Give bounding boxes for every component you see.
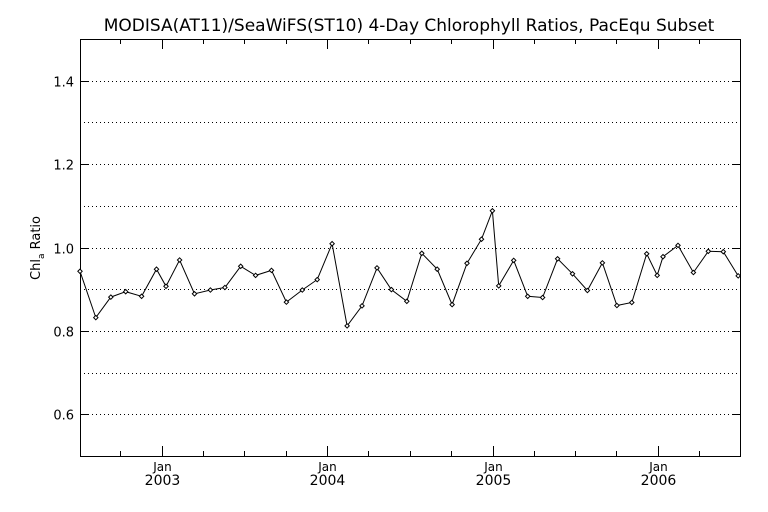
data-point-45 xyxy=(720,248,727,255)
data-point-20 xyxy=(374,264,380,271)
x-tick-year-label: 2006 xyxy=(641,473,677,489)
y-axis-label-subscript: a xyxy=(37,254,47,260)
data-point-0 xyxy=(77,268,83,275)
y-tick-label: 0.8 xyxy=(53,326,74,341)
data-point-16 xyxy=(314,276,321,283)
data-point-2 xyxy=(107,294,114,301)
data-point-12 xyxy=(252,272,259,279)
data-point-26 xyxy=(464,260,470,267)
x-tick-month-label: Jan xyxy=(152,460,172,474)
x-tick-month-label: Jan xyxy=(483,460,503,474)
data-point-6 xyxy=(163,283,169,290)
data-point-22 xyxy=(403,298,410,305)
data-point-25 xyxy=(449,301,456,308)
grid-layer xyxy=(80,81,740,415)
plot-frame xyxy=(80,39,741,457)
x-tick-year-label: 2005 xyxy=(476,473,512,489)
data-point-28 xyxy=(489,207,496,214)
data-point-15 xyxy=(299,287,306,293)
data-point-13 xyxy=(268,267,275,274)
data-point-46 xyxy=(735,272,742,279)
data-point-10 xyxy=(221,284,228,291)
data-point-44 xyxy=(705,248,712,255)
y-tick-label: 1.4 xyxy=(53,76,74,91)
data-point-30 xyxy=(510,257,517,264)
y-axis-label-main: Chl xyxy=(29,259,44,280)
data-point-36 xyxy=(599,259,606,266)
data-point-19 xyxy=(359,302,365,309)
data-point-11 xyxy=(237,263,244,270)
data-point-37 xyxy=(613,302,620,309)
data-point-23 xyxy=(418,250,425,257)
data-point-32 xyxy=(539,294,546,301)
data-point-8 xyxy=(191,290,198,297)
data-point-18 xyxy=(344,322,351,329)
data-point-40 xyxy=(654,272,661,279)
data-point-35 xyxy=(584,287,591,294)
data-point-5 xyxy=(153,266,160,273)
y-axis-label-rest: Ratio xyxy=(29,216,44,254)
data-point-27 xyxy=(478,236,485,243)
data-point-3 xyxy=(122,288,129,295)
data-point-14 xyxy=(283,299,290,306)
chart-title: MODISA(AT11)/SeaWiFS(ST10) 4-Day Chlorop… xyxy=(104,16,715,36)
y-tick-label: 0.6 xyxy=(53,409,74,424)
data-point-39 xyxy=(643,250,650,257)
series-layer xyxy=(77,207,742,329)
data-point-7 xyxy=(176,257,183,263)
series-line-0 xyxy=(79,210,739,328)
data-point-43 xyxy=(690,269,697,276)
data-point-42 xyxy=(675,242,681,249)
x-tick-year-label: 2003 xyxy=(145,473,181,489)
data-point-1 xyxy=(92,314,99,321)
data-point-9 xyxy=(207,287,214,293)
data-point-21 xyxy=(388,286,395,293)
y-tick-label: 1.2 xyxy=(53,159,74,174)
tick-layer: 0.60.81.01.21.4Jan2003Jan2004Jan2005Jan2… xyxy=(53,39,740,489)
data-point-33 xyxy=(554,255,561,262)
x-tick-month-label: Jan xyxy=(648,460,668,474)
data-point-31 xyxy=(524,293,531,300)
x-tick-month-label: Jan xyxy=(317,460,337,474)
data-point-24 xyxy=(434,266,441,273)
y-axis-label: Chla Ratio xyxy=(29,216,47,280)
data-point-29 xyxy=(495,282,502,289)
data-point-17 xyxy=(329,240,336,247)
data-point-34 xyxy=(569,270,576,277)
y-tick-label: 1.0 xyxy=(53,243,74,258)
data-point-4 xyxy=(138,293,145,300)
x-tick-year-label: 2004 xyxy=(310,473,346,489)
data-point-38 xyxy=(628,299,635,306)
data-point-41 xyxy=(660,253,666,260)
